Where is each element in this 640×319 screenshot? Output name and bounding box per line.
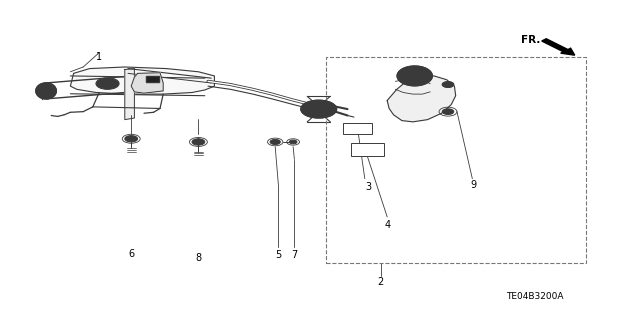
FancyArrow shape	[541, 39, 575, 55]
Circle shape	[442, 109, 454, 115]
Circle shape	[301, 100, 337, 118]
Bar	[351, 143, 384, 156]
Bar	[343, 123, 372, 134]
Text: 4: 4	[384, 220, 390, 230]
Polygon shape	[131, 73, 163, 93]
Text: TE04B3200A: TE04B3200A	[506, 293, 563, 301]
Ellipse shape	[408, 72, 422, 80]
Polygon shape	[146, 76, 159, 82]
Ellipse shape	[397, 66, 433, 86]
Text: FR.: FR.	[522, 35, 541, 45]
Text: 2: 2	[378, 277, 384, 287]
Text: 6: 6	[128, 249, 134, 259]
Bar	[326, 57, 586, 263]
Circle shape	[270, 139, 280, 145]
Circle shape	[96, 78, 119, 89]
Circle shape	[192, 139, 205, 145]
Circle shape	[125, 136, 138, 142]
Polygon shape	[125, 69, 134, 120]
Text: 3: 3	[365, 182, 371, 192]
Ellipse shape	[36, 83, 56, 99]
Text: 5: 5	[275, 250, 282, 260]
Text: 1: 1	[96, 52, 102, 63]
Polygon shape	[70, 67, 214, 94]
Circle shape	[289, 140, 297, 144]
Polygon shape	[387, 76, 456, 122]
Ellipse shape	[403, 69, 427, 83]
Text: 8: 8	[195, 253, 202, 263]
Text: 9: 9	[470, 180, 477, 190]
Text: 7: 7	[291, 250, 298, 260]
Circle shape	[442, 82, 454, 87]
